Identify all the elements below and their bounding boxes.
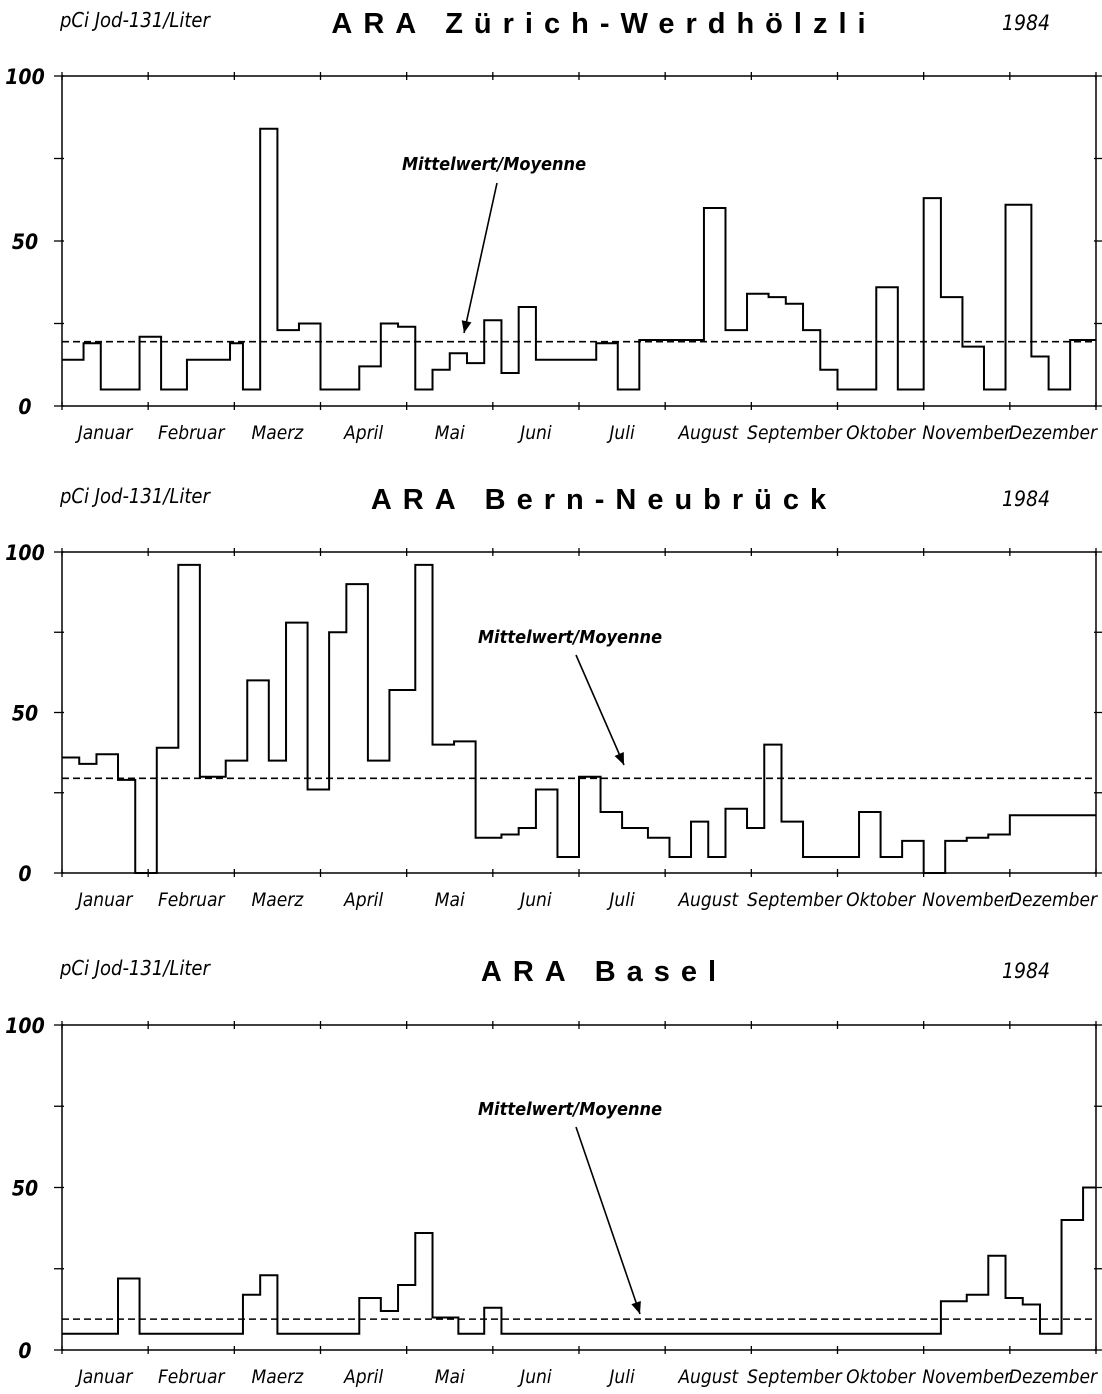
- y-tick-label: 0: [18, 1339, 31, 1363]
- y-tick-label: 100: [5, 1014, 44, 1038]
- mean-arrowhead: [631, 1301, 641, 1314]
- month-label: Januar: [75, 1366, 134, 1388]
- month-label: August: [677, 422, 739, 444]
- y-tick-label: 0: [18, 862, 31, 886]
- unit-label: pCi Jod-131/Liter: [59, 8, 211, 32]
- month-label: Juli: [606, 422, 635, 444]
- month-label: Oktober: [846, 1366, 916, 1388]
- month-label: April: [343, 889, 383, 911]
- month-label: Maerz: [252, 422, 305, 444]
- month-label: September: [747, 1366, 842, 1388]
- unit-label: pCi Jod-131/Liter: [59, 484, 211, 508]
- month-label: September: [747, 889, 842, 911]
- month-label: Juli: [606, 889, 635, 911]
- series-line: [62, 127, 1096, 391]
- month-label: November: [922, 422, 1012, 444]
- month-label: Mai: [435, 422, 465, 444]
- y-tick-label: 50: [12, 1177, 38, 1201]
- month-label: Juni: [517, 422, 552, 444]
- mean-arrowhead: [614, 752, 624, 765]
- series-line: [62, 563, 1096, 874]
- mean-arrowhead: [461, 320, 472, 333]
- month-label: Mai: [435, 889, 465, 911]
- month-label: Februar: [158, 422, 226, 444]
- month-label: Dezember: [1009, 422, 1098, 444]
- month-label: Februar: [158, 1366, 226, 1388]
- month-label: Januar: [75, 422, 134, 444]
- y-tick-label: 100: [5, 541, 44, 565]
- month-label: November: [922, 889, 1012, 911]
- month-label: April: [343, 422, 383, 444]
- month-label: Maerz: [252, 889, 305, 911]
- month-label: Juni: [517, 1366, 552, 1388]
- month-label: August: [677, 1366, 739, 1388]
- chart-panel: pCi Jod-131/Liter ARA Zürich-Werdhölzli 19…: [5, 8, 1102, 444]
- month-label: Februar: [158, 889, 226, 911]
- month-label: Juli: [606, 1366, 635, 1388]
- mean-label: Mittelwert/Moyenne: [478, 1099, 662, 1120]
- y-tick-label: 0: [18, 395, 31, 419]
- mean-label: Mittelwert/Moyenne: [402, 154, 586, 175]
- chart-title: ARA Bern-Neubrück: [371, 484, 837, 516]
- year-label: 1984: [1002, 11, 1050, 35]
- month-label: Dezember: [1009, 1366, 1098, 1388]
- year-label: 1984: [1002, 959, 1050, 983]
- month-label: August: [677, 889, 739, 911]
- month-label: Maerz: [252, 1366, 305, 1388]
- chart-panel: pCi Jod-131/Liter ARA Bern-Neubrück 1984 0 5…: [5, 484, 1102, 911]
- month-label: Dezember: [1009, 889, 1098, 911]
- y-tick-label: 50: [12, 702, 38, 726]
- month-label: Oktober: [846, 889, 916, 911]
- mean-arrow: [463, 182, 498, 334]
- month-label: Mai: [435, 1366, 465, 1388]
- chart-title: ARA Basel: [481, 956, 727, 988]
- mean-arrow: [575, 1126, 641, 1315]
- mean-arrow: [575, 654, 625, 766]
- y-tick-label: 100: [5, 65, 44, 89]
- month-label: Januar: [75, 889, 134, 911]
- chart-title: ARA Zürich-Werdhölzli: [331, 8, 876, 40]
- y-tick-label: 50: [12, 230, 38, 254]
- series-line: [62, 1186, 1096, 1335]
- month-label: September: [747, 422, 842, 444]
- month-label: Oktober: [846, 422, 916, 444]
- month-label: November: [922, 1366, 1012, 1388]
- mean-label: Mittelwert/Moyenne: [478, 627, 662, 648]
- unit-label: pCi Jod-131/Liter: [59, 956, 211, 980]
- chart-panel: pCi Jod-131/Liter ARA Basel 1984 0 50 100 Janu…: [5, 956, 1102, 1388]
- month-label: April: [343, 1366, 383, 1388]
- month-label: Juni: [517, 889, 552, 911]
- year-label: 1984: [1002, 487, 1050, 511]
